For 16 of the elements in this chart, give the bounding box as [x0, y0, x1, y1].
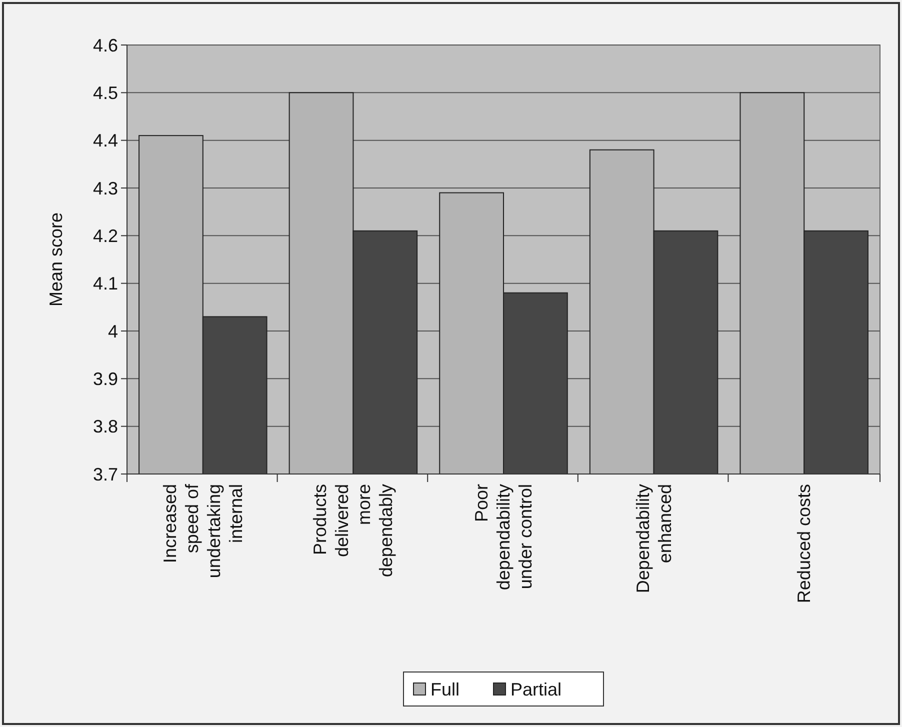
- y-axis-title: Mean score: [46, 212, 66, 307]
- y-tick-label: 4.1: [92, 274, 118, 294]
- y-tick-label: 3.8: [92, 416, 118, 437]
- legend-label: Full: [430, 679, 460, 700]
- y-tick-label: 4.6: [92, 35, 118, 56]
- y-tick-label: 4.5: [92, 82, 118, 103]
- y-tick-label: 4.2: [92, 226, 118, 246]
- y-tick-label: 4.4: [92, 130, 118, 151]
- y-tick-label: 4: [108, 321, 118, 342]
- x-tick-label: Increased speed of undertaking internal: [160, 483, 246, 578]
- y-tick-label: 3.7: [92, 464, 118, 484]
- x-tick-label: Reduced costs: [794, 484, 814, 604]
- y-tick-label: 4.3: [92, 178, 118, 198]
- x-tick-label: Dependability enhanced: [632, 484, 675, 594]
- y-tick-label: 3.9: [92, 368, 118, 389]
- legend-label: Partial: [510, 679, 562, 700]
